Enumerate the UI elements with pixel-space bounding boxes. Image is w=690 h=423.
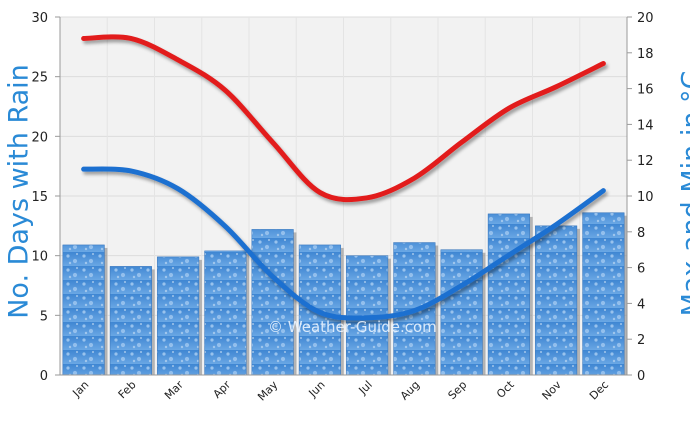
watermark: © Weather-Guide.com bbox=[268, 318, 437, 336]
right-tick-label: 18 bbox=[637, 47, 654, 62]
x-tick-label: Sep bbox=[446, 378, 470, 402]
rain-bar-may bbox=[251, 229, 294, 376]
x-tick-label: Mar bbox=[162, 378, 186, 402]
right-tick-label: 8 bbox=[637, 226, 645, 241]
left-tick-label: 5 bbox=[40, 309, 48, 324]
right-tick-label: 4 bbox=[637, 297, 645, 312]
left-tick-label: 15 bbox=[31, 190, 48, 205]
rain-bar-mar bbox=[157, 256, 200, 376]
x-tick-label: Feb bbox=[116, 378, 139, 401]
rain-bar-oct bbox=[487, 213, 530, 376]
left-tick-label: 20 bbox=[31, 130, 48, 145]
left-axis-title: No. Days with Rain bbox=[3, 64, 35, 319]
rain-bar-feb bbox=[109, 266, 152, 376]
left-tick-label: 0 bbox=[40, 369, 48, 384]
right-tick-label: 2 bbox=[637, 333, 645, 348]
right-axis-title: Max and Min in °C bbox=[676, 70, 690, 317]
rain-bar-dec bbox=[582, 212, 625, 376]
x-tick-label: Jun bbox=[306, 378, 328, 400]
right-tick-label: 6 bbox=[637, 262, 645, 277]
right-tick-label: 20 bbox=[637, 11, 654, 26]
min-temp-line bbox=[81, 166, 606, 321]
x-tick-label: Oct bbox=[494, 378, 517, 401]
x-tick-label: Aug bbox=[398, 378, 422, 402]
max-temp-line bbox=[81, 34, 606, 203]
x-tick-label: Jul bbox=[356, 378, 375, 397]
x-tick-label: Dec bbox=[587, 378, 611, 402]
x-tick-label: May bbox=[255, 378, 281, 404]
left-tick-label: 10 bbox=[31, 250, 48, 265]
left-tick-label: 30 bbox=[31, 11, 48, 26]
x-tick-label: Jan bbox=[70, 378, 92, 400]
right-tick-label: 14 bbox=[637, 118, 654, 133]
right-tick-label: 10 bbox=[637, 190, 654, 205]
left-tick-label: 25 bbox=[31, 71, 48, 86]
x-tick-label: Apr bbox=[211, 378, 234, 401]
rain-bar-apr bbox=[204, 250, 247, 376]
x-tick-label: Nov bbox=[540, 378, 565, 403]
right-tick-label: 12 bbox=[637, 154, 654, 169]
rain-bar-sep bbox=[440, 249, 483, 376]
rain-bar-jan bbox=[62, 244, 105, 376]
rain-bar-nov bbox=[535, 225, 578, 376]
right-tick-label: 16 bbox=[637, 83, 654, 98]
right-tick-label: 0 bbox=[637, 369, 645, 384]
